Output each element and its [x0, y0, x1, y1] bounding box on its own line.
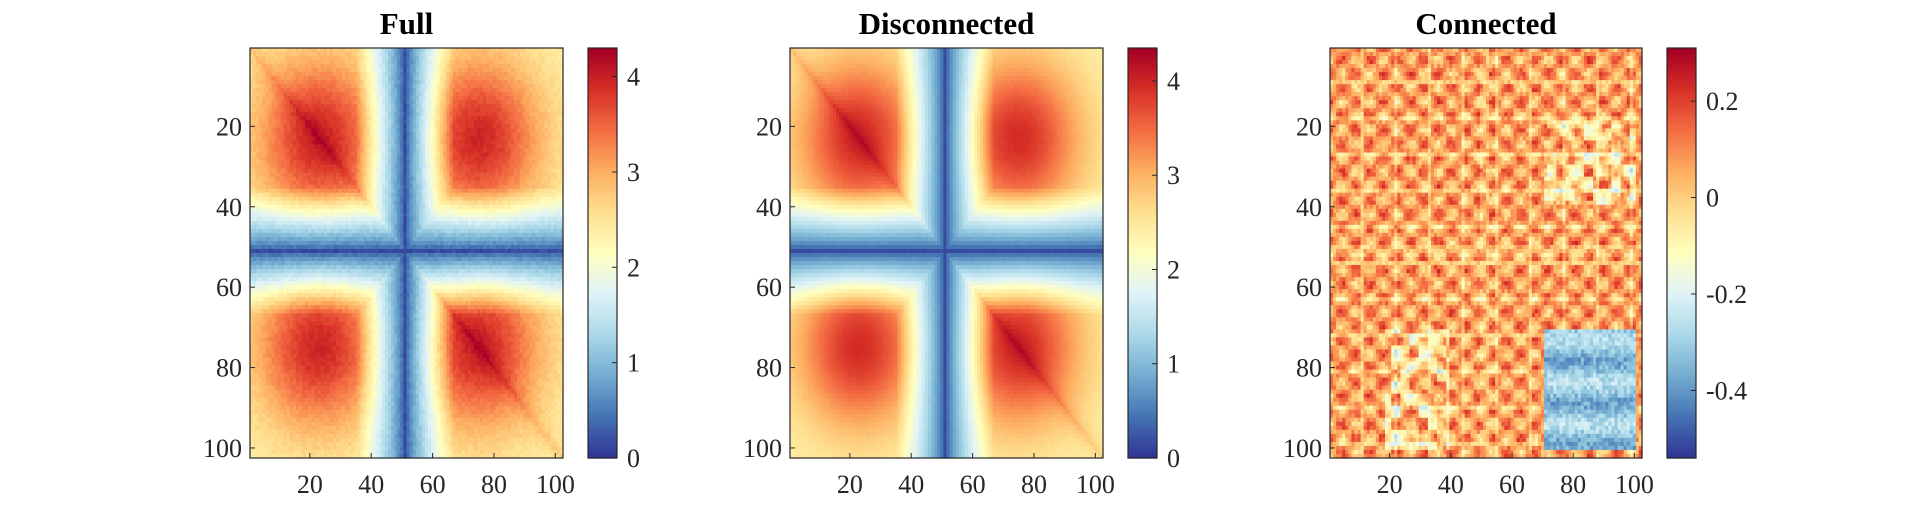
- heatmap-cells: [250, 48, 564, 459]
